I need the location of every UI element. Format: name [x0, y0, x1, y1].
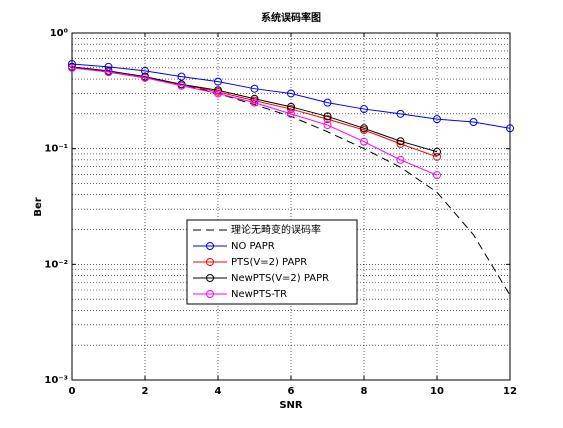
data-point: [287, 109, 295, 118]
chart-title: 系统误码率图: [261, 11, 321, 24]
legend-marker: [206, 274, 214, 282]
data-point: [433, 147, 441, 156]
data-point: [287, 105, 295, 114]
y-axis-label: Ber: [33, 197, 44, 216]
data-point: [323, 98, 332, 107]
data-point: [396, 109, 405, 118]
data-point: [250, 98, 259, 107]
data-point: [433, 152, 441, 161]
data-point: [104, 68, 113, 77]
x-tick-label: 6: [288, 386, 295, 397]
data-point: [177, 72, 186, 81]
data-point: [323, 112, 332, 121]
data-point: [433, 171, 441, 180]
x-axis-label: SNR: [279, 400, 303, 411]
legend-label: NO PAPR: [231, 241, 275, 252]
data-point: [214, 77, 222, 86]
legend-label: 理论无畸变的误码率: [231, 223, 321, 236]
series-line: [71, 67, 438, 176]
data-point: [104, 62, 113, 71]
series-line: [71, 63, 511, 129]
data-point: [506, 124, 514, 133]
data-point: [433, 115, 441, 124]
x-tick-label: 10: [430, 386, 444, 397]
legend: 理论无畸变的误码率 NO PAPR PTS(V=2) PAPR NewPTS(V=2)…: [186, 219, 358, 305]
legend-label: NewPTS-TR: [231, 289, 287, 300]
legend-label: PTS(V=2) PAPR: [231, 257, 307, 268]
y-tick-label: 10⁻³: [44, 375, 68, 386]
x-tick-label: 4: [215, 386, 222, 397]
y-tick-label: 10⁻¹: [44, 144, 68, 155]
x-tick-label: 0: [69, 386, 76, 397]
data-point: [323, 121, 332, 130]
data-point: [360, 124, 368, 133]
x-tick-label: 12: [503, 386, 517, 397]
data-point: [323, 115, 332, 124]
data-point: [141, 73, 149, 82]
data-point: [396, 137, 405, 146]
legend-marker: [206, 258, 214, 266]
data-point: [68, 59, 76, 68]
legend-marker: [206, 242, 214, 250]
data-point: [469, 118, 478, 127]
data-point: [68, 63, 76, 72]
data-point: [177, 81, 186, 90]
data-point: [396, 139, 405, 148]
series-line: [71, 66, 511, 296]
data-point: [360, 105, 368, 114]
y-tick-label: 10⁻²: [44, 259, 68, 270]
legend-label: NewPTS(V=2) PAPR: [231, 273, 329, 284]
y-tick-label: 10⁰: [50, 28, 68, 39]
data-point: [287, 89, 295, 98]
x-tick-label: 8: [361, 386, 368, 397]
data-point: [250, 84, 259, 93]
data-point: [214, 89, 222, 98]
x-tick-label: 2: [142, 386, 149, 397]
data-point: [396, 155, 405, 164]
legend-marker: [206, 290, 214, 298]
axes-frame: [71, 32, 511, 381]
data-point: [360, 137, 368, 146]
